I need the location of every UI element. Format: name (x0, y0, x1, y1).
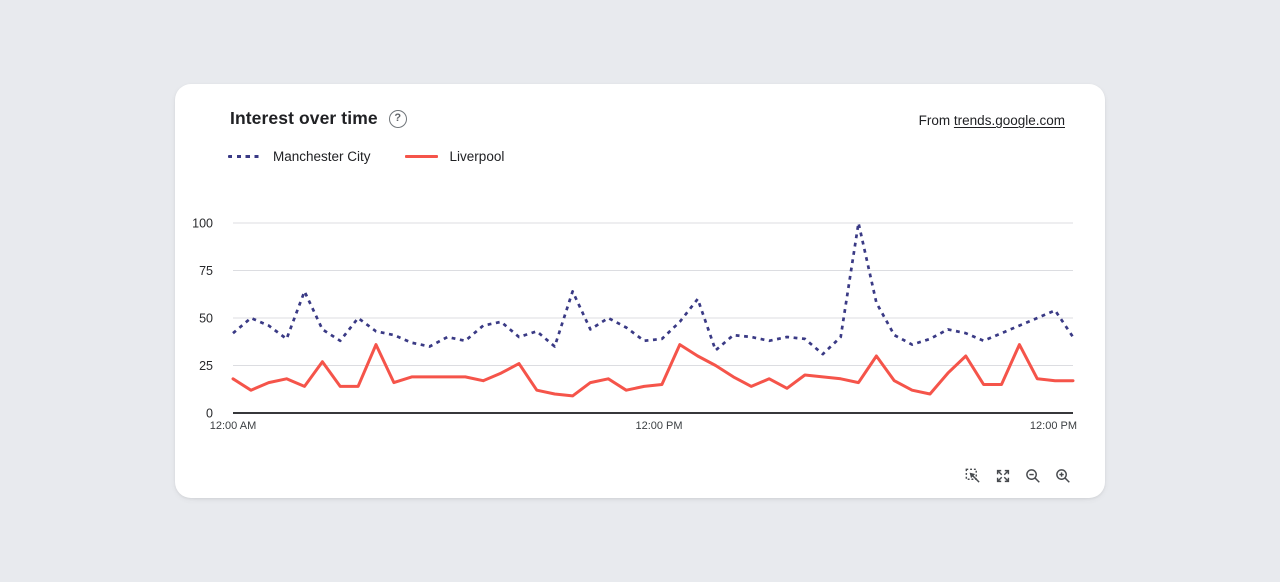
dashed-line-swatch (228, 155, 261, 158)
svg-text:25: 25 (199, 359, 213, 373)
svg-text:12:00 PM: 12:00 PM (635, 420, 682, 432)
legend-item-manchester-city: Manchester City (228, 149, 371, 164)
page-title: Interest over time (230, 108, 378, 128)
zoom-in-icon[interactable] (1054, 467, 1072, 485)
fullscreen-icon[interactable] (994, 467, 1012, 485)
svg-text:100: 100 (192, 217, 213, 231)
legend-label: Manchester City (273, 149, 371, 164)
zoom-selection-icon[interactable] (964, 467, 982, 485)
source-attribution: From trends.google.com (919, 113, 1065, 128)
chart-legend: Manchester City Liverpool (228, 149, 504, 164)
chart-toolbar (964, 467, 1072, 485)
svg-text:75: 75 (199, 264, 213, 278)
source-prefix: From (918, 113, 954, 128)
svg-text:12:00 AM: 12:00 AM (210, 420, 256, 432)
solid-line-swatch (404, 155, 438, 158)
svg-text:12:00 PM: 12:00 PM (1030, 420, 1077, 432)
svg-text:50: 50 (199, 312, 213, 326)
legend-label: Liverpool (449, 149, 505, 164)
legend-item-liverpool: Liverpool (404, 149, 505, 164)
zoom-out-icon[interactable] (1024, 467, 1042, 485)
card-header: Interest over time ? (230, 108, 407, 129)
svg-text:0: 0 (206, 407, 213, 421)
help-icon[interactable]: ? (388, 109, 407, 128)
interest-over-time-chart[interactable]: 0 25 50 75 100 12:00 AM 12:00 PM 12:00 PM (175, 194, 1105, 454)
source-link[interactable]: trends.google.com (953, 113, 1065, 128)
interest-over-time-card: Interest over time ? From trends.google.… (175, 84, 1105, 498)
